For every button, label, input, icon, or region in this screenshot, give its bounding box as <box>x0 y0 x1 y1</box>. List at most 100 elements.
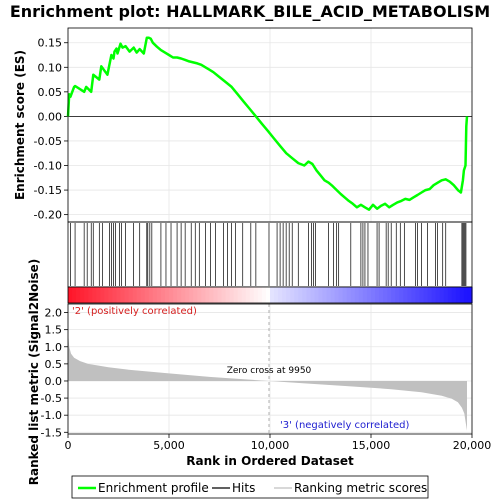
heat-band-cell <box>399 287 404 303</box>
x-tick-label: 15,000 <box>352 439 391 452</box>
heat-band-cell <box>350 287 356 303</box>
es-tick-label: 0.10 <box>38 61 63 74</box>
heat-band-cell <box>160 287 166 303</box>
heat-band-cell <box>379 287 384 303</box>
heat-band-cell <box>225 287 231 303</box>
heat-band-cell <box>286 287 291 303</box>
heat-band-cell <box>80 287 85 303</box>
metric-tick-label: 2.0 <box>45 307 63 320</box>
ranked-metric-panel: 2.0 1.5 1.0 0.5 0.0 -0.5 -1.0 -1.5 Zero cross a… <box>41 303 473 439</box>
heat-band-cell <box>366 287 372 303</box>
heat-band-cell <box>100 287 105 303</box>
heat-band-cell <box>391 287 396 303</box>
legend-box <box>71 475 429 499</box>
heat-band-cell <box>205 287 210 303</box>
heat-band-cell <box>221 287 227 303</box>
positive-correlation-label: '2' (positively correlated) <box>72 306 197 317</box>
metric-tick-label: 1.5 <box>45 324 63 337</box>
heat-band-cell <box>278 287 283 303</box>
heat-band-cell <box>439 287 445 303</box>
heat-band-cell <box>197 287 202 303</box>
heat-band-cell <box>132 287 138 303</box>
legend-hits-label: Hits <box>232 481 255 495</box>
heat-band-cell <box>185 287 190 303</box>
heat-band-cell <box>213 287 219 303</box>
heat-band-cell <box>148 287 154 303</box>
heat-band-cell <box>435 287 441 303</box>
heat-band-cell <box>463 287 469 303</box>
heat-band-cell <box>76 287 81 303</box>
heat-band-cell <box>322 287 328 303</box>
heat-band-cell <box>92 287 97 303</box>
heat-band-cell <box>371 287 376 303</box>
ranking-heatmap-band <box>67 286 473 304</box>
heat-band-cell <box>342 287 348 303</box>
es-tick-label: -0.10 <box>34 160 62 173</box>
hit-markers <box>70 223 467 286</box>
es-y-axis-label: Enrichment score (ES) <box>13 50 27 200</box>
heat-band-cell <box>144 287 150 303</box>
heat-band-cell <box>241 287 247 303</box>
heat-band-cell <box>84 287 89 303</box>
x-tick-label: 20,000 <box>453 439 492 452</box>
heat-band-cell <box>358 287 364 303</box>
metric-tick-label: 1.0 <box>45 341 63 354</box>
metric-tick-label: -1.0 <box>41 409 62 422</box>
es-tick-label: -0.05 <box>34 135 62 148</box>
heat-band-cell <box>104 287 109 303</box>
heat-band-cell <box>451 287 457 303</box>
heat-band-cell <box>314 287 320 303</box>
metric-tick-label: 0.5 <box>45 358 63 371</box>
heat-band-cell <box>362 287 368 303</box>
heat-band-cell <box>120 287 126 303</box>
heat-band-cell <box>427 287 433 303</box>
heat-band-cell <box>407 287 412 303</box>
es-tick-label: -0.15 <box>34 184 62 197</box>
es-gridlines <box>67 28 473 222</box>
heat-band-cell <box>383 287 388 303</box>
heat-band-cell <box>334 287 340 303</box>
heat-band-cell <box>310 287 316 303</box>
x-tick-label: 10,000 <box>251 439 290 452</box>
heat-band-cell <box>354 287 360 303</box>
heat-band-cell <box>447 287 453 303</box>
heat-band-cell <box>467 287 473 303</box>
heat-band-cell <box>253 287 259 303</box>
heat-band-cell <box>403 287 408 303</box>
heat-band-cell <box>136 287 142 303</box>
enrichment-profile-line <box>66 36 469 211</box>
heat-band-cell <box>346 287 352 303</box>
heat-band-cell <box>68 287 73 303</box>
enrichment-score-panel: 0.15 0.10 0.05 0.00 -0.05 -0.10 -0.15 -0.20 <box>34 27 473 223</box>
heat-band-cell <box>201 287 206 303</box>
heat-band-cell <box>270 287 275 303</box>
es-tick-label: -0.20 <box>34 209 62 222</box>
heat-band-cell <box>257 287 263 303</box>
heat-band-cell <box>108 287 114 303</box>
heat-band-cell <box>72 287 77 303</box>
x-tick-label: 5,000 <box>153 439 185 452</box>
heat-band-cell <box>318 287 324 303</box>
heat-band-cell <box>306 287 311 303</box>
hits-frame <box>67 221 473 288</box>
heat-band-cell <box>330 287 336 303</box>
heat-band-cell <box>128 287 134 303</box>
heat-band-cell <box>419 287 425 303</box>
heat-band-cell <box>274 287 279 303</box>
heat-band-cell <box>443 287 449 303</box>
heat-band-cell <box>387 287 392 303</box>
negative-correlation-label: '3' (negatively correlated) <box>280 420 409 431</box>
es-tick-label: 0.00 <box>38 110 63 123</box>
metric-tick-label: 0.0 <box>45 375 63 388</box>
heat-band-cell <box>459 287 465 303</box>
heat-band-cell <box>189 287 194 303</box>
x-axis-ticks: 0 5,000 10,000 15,000 20,000 <box>65 434 492 452</box>
es-tick-label: 0.05 <box>38 86 63 99</box>
heat-band-cell <box>124 287 130 303</box>
heat-band-cell <box>173 287 178 303</box>
heat-band-cell <box>298 287 303 303</box>
heat-band-cell <box>375 287 380 303</box>
metric-y-ticks: 2.0 1.5 1.0 0.5 0.0 -0.5 -1.0 -1.5 <box>41 307 68 439</box>
es-y-ticks: 0.15 0.10 0.05 0.00 -0.05 -0.10 -0.15 -0.20 <box>34 37 68 222</box>
